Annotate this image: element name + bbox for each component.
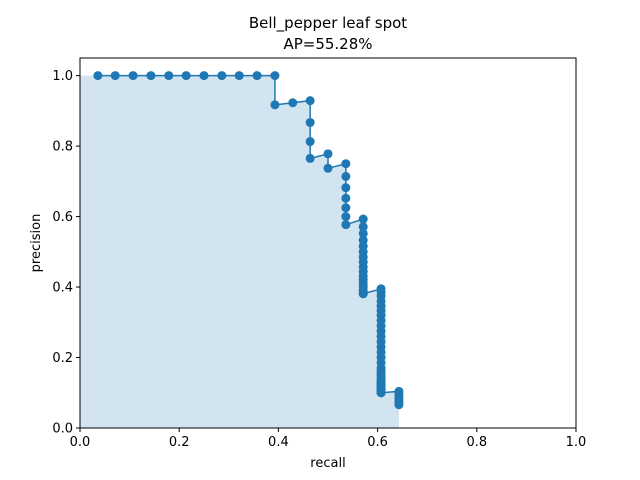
y-tick-label: 1.0 — [52, 69, 73, 84]
data-point — [305, 96, 315, 106]
y-axis-label: precision — [29, 214, 44, 273]
data-point — [323, 149, 333, 159]
data-point — [305, 137, 315, 147]
data-point — [305, 153, 315, 163]
y-tick-label: 0.0 — [52, 422, 73, 437]
x-axis-label: recall — [310, 456, 345, 471]
data-point — [110, 71, 120, 81]
data-point — [323, 163, 333, 173]
data-point — [376, 388, 386, 398]
y-tick-label: 0.6 — [52, 210, 73, 225]
data-point — [146, 71, 156, 81]
data-point — [217, 71, 227, 81]
chart-title: Bell_pepper leaf spot — [249, 14, 407, 33]
x-tick-label: 0.0 — [70, 435, 91, 450]
data-point — [394, 400, 404, 410]
data-point — [234, 71, 244, 81]
data-point — [93, 71, 103, 81]
x-tick-label: 1.0 — [566, 435, 587, 450]
x-tick-label: 0.2 — [169, 435, 190, 450]
data-point — [199, 71, 209, 81]
data-point — [181, 71, 191, 81]
y-tick-label: 0.8 — [52, 140, 73, 155]
x-tick-label: 0.8 — [466, 435, 487, 450]
data-point — [341, 159, 351, 169]
auc-fill — [80, 75, 399, 428]
x-tick-label: 0.4 — [268, 435, 289, 450]
data-point — [164, 71, 174, 81]
data-point — [128, 71, 138, 81]
data-point — [252, 71, 262, 81]
pr-curve-markers — [93, 71, 404, 410]
y-tick-label: 0.2 — [52, 351, 73, 366]
data-point — [341, 220, 351, 230]
plot-frame — [79, 57, 577, 429]
data-point — [270, 100, 280, 110]
data-point — [341, 212, 351, 222]
y-axis-ticks: 0.0 0.2 0.4 0.6 0.8 1.0 — [52, 69, 80, 437]
data-point — [341, 183, 351, 193]
data-point — [376, 370, 386, 380]
chart-subtitle: AP=55.28% — [283, 35, 372, 53]
data-point — [358, 289, 368, 299]
data-point — [305, 117, 315, 127]
data-point — [358, 214, 368, 224]
area-under-curve — [80, 75, 399, 428]
data-point — [341, 203, 351, 213]
data-point — [358, 228, 368, 238]
data-point — [341, 171, 351, 181]
x-axis-ticks: 0.0 0.2 0.4 0.6 0.8 1.0 — [70, 428, 587, 450]
data-point — [288, 98, 298, 108]
data-point — [341, 193, 351, 203]
x-tick-label: 0.6 — [367, 435, 388, 450]
data-point — [358, 222, 368, 232]
data-point — [270, 71, 280, 81]
y-tick-label: 0.4 — [52, 281, 73, 296]
